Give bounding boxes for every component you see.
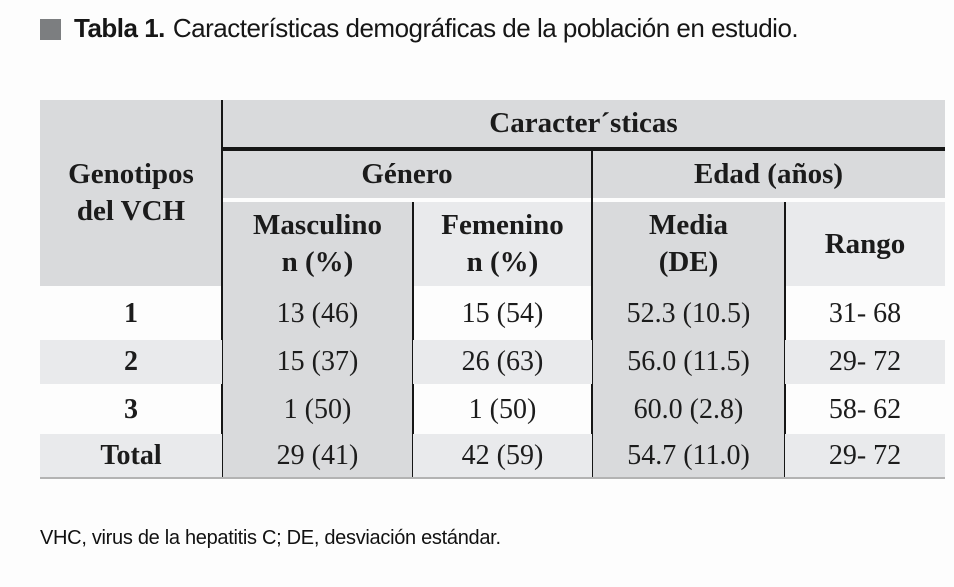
table-row-genotype-3: 3 1 (50) 1 (50) 60.0 (2.8) 58- 62 [40,389,945,430]
rule-vertical-genotipos [221,100,223,479]
cell-femenino: 15 (54) [461,298,544,329]
header-rango: Rango [824,227,906,260]
demographics-table: Genotipos del VCH Caracter´sticas Género… [40,100,945,481]
cell-femenino: 1 (50) [468,393,537,425]
caption-square-marker-icon [40,19,61,40]
header-cell-bg-femenino [413,202,592,286]
header-masculino-line1: Masculino [253,209,382,241]
cell-masculino: 29 (41) [276,439,359,471]
table-footnote: VHC, virus de la hepatitis C; DE, desvia… [40,527,501,549]
table-row-total: Total 29 (41) 42 (59) 54.7 (11.0) 29- 72 [40,434,945,477]
header-genotipos-del-vch: Genotipos del VCH [40,100,222,286]
header-caracteristicas: Caracter´sticas [222,100,945,147]
header-masculino: Masculino n (%) [222,202,413,286]
rule-table-bottom [40,477,945,479]
rule-under-caracteristicas [222,147,945,151]
cell-rango: 31- 68 [828,298,902,329]
column-shading-media [592,202,785,479]
cell-masculino: 1 (50) [283,393,352,425]
cell-femenino: 42 (59) [413,434,592,477]
cell-rango: 29- 72 [785,434,945,477]
header-genotipos-line2: del VCH [76,195,186,227]
table-caption: Tabla 1. Características demográficas de… [40,13,799,44]
cell-rango: 29- 72 [785,340,945,384]
rule-vertical-genero-edad [591,151,593,479]
cell-masculino: 15 (37) [276,346,359,377]
header-group-edad: Edad (años) [592,151,945,198]
caption-label: Tabla 1. [74,13,165,43]
header-masculino-line2: n (%) [281,246,354,278]
cell-media: 52.3 (10.5) [626,298,751,329]
header-genotipos-line1: Genotipos [68,158,194,190]
cell-media: 60.0 (2.8) [633,393,744,425]
table-row-genotype-2: 2 15 (37) 26 (63) 56.0 (11.5) 29- 72 [40,340,945,384]
header-femenino: Femenino n (%) [413,202,592,286]
cell-media: 56.0 (11.5) [627,346,750,377]
header-group-genero: Género [222,151,592,198]
header-femenino-line1: Femenino [441,209,564,241]
header-cell-bg-rango [785,202,945,286]
header-media-de: Media (DE) [592,202,785,286]
table-row-genotype-1: 1 13 (46) 15 (54) 52.3 (10.5) 31- 68 [40,292,945,336]
cell-media: 54.7 (11.0) [627,439,750,471]
cell-femenino: 26 (63) [413,340,592,384]
cell-genotype: 1 [124,298,138,329]
header-femenino-line2: n (%) [466,246,539,278]
caption-text: Características demográficas de la pobla… [172,13,799,43]
header-media-line2: (DE) [658,246,719,278]
cell-masculino: 13 (46) [276,298,359,329]
cell-rango: 58- 62 [828,393,902,425]
cell-genotype: 2 [40,340,222,384]
header-media-line1: Media [649,209,728,241]
column-shading-masculino [222,202,413,479]
cell-genotype: 3 [124,393,138,425]
cell-genotype: Total [40,434,222,477]
